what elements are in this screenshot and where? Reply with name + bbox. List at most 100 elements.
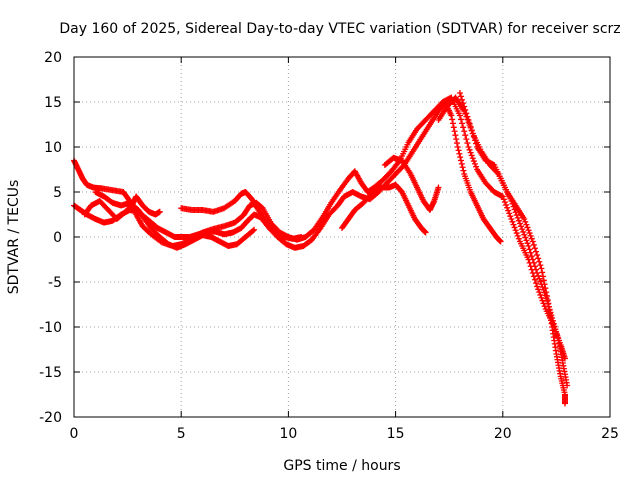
data-point-marker [461,128,468,135]
data-point-marker [461,103,468,110]
x-tick-label: 15 [387,426,405,442]
data-point-marker [522,218,529,225]
data-point-marker [545,300,552,307]
data-point-marker [529,238,536,245]
data-point-marker [499,193,506,200]
data-point-marker [534,252,541,258]
data-point-marker [545,303,552,310]
y-tick-label: 0 [53,230,62,246]
data-point-marker [520,228,527,235]
data-point-marker [519,226,526,233]
data-point-marker [511,224,518,231]
data-point-marker [460,167,467,174]
data-point-marker [521,216,528,222]
data-point-marker [533,280,540,287]
data-point-marker [528,235,535,242]
y-tick-label: -10 [39,320,62,336]
data-point-marker [538,281,545,288]
data-point-marker [515,217,522,224]
data-point-marker [542,292,549,299]
data-point-marker [512,227,519,234]
data-point-marker [536,275,543,282]
y-tick-label: 10 [44,140,62,156]
data-point-marker [553,331,560,338]
data-point-marker [250,227,257,234]
data-point-marker [551,323,558,330]
data-point-marker [531,245,538,252]
data-point-marker [548,312,555,319]
data-point-marker [554,334,561,341]
data-point-marker [533,248,540,255]
series-track-5 [92,189,258,251]
x-tick-label: 10 [279,426,297,442]
series-track-4 [178,189,305,242]
data-point-marker [516,220,523,227]
data-point-marker [473,140,479,147]
data-point-marker [535,286,542,293]
data-point-marker [467,149,474,156]
data-point-marker [513,212,520,219]
data-point-marker [537,278,544,285]
data-point-marker [534,283,541,290]
data-point-marker [503,201,510,208]
data-point-marker [531,263,538,270]
data-point-marker [459,164,466,171]
data-point-marker [534,270,541,276]
data-point-marker [538,294,545,301]
data-point-marker [460,124,467,131]
data-point-marker [529,256,536,263]
data-point-marker [470,158,477,165]
data-point-marker [465,117,472,123]
data-point-marker [463,136,470,143]
data-point-marker [470,133,477,140]
data-point-marker [459,96,466,103]
data-point-marker [507,213,514,220]
data-point-marker [524,240,531,247]
data-point-marker [564,382,571,389]
x-axis-label: GPS time / hours [283,458,400,474]
data-point-marker [506,210,513,217]
y-tick-label: -5 [48,275,62,291]
data-point-marker [541,289,548,296]
data-point-marker [535,272,542,279]
data-point-marker [522,234,529,241]
data-point-marker [531,276,538,283]
data-point-marker [468,152,475,159]
data-point-marker [464,113,471,120]
data-point-marker [456,112,463,119]
data-point-marker [527,232,534,239]
data-point-marker [546,306,553,313]
data-point-marker [500,196,507,203]
data-point-marker [515,235,522,242]
data-point-marker [530,259,537,266]
data-point-marker [466,120,473,127]
data-point-marker [553,329,560,336]
data-point-marker [469,155,476,162]
data-point-marker [549,315,556,321]
data-point-marker [462,132,469,139]
data-point-marker [561,400,568,407]
data-point-marker [526,230,533,237]
data-point-marker [462,106,469,113]
data-point-marker [457,154,464,161]
x-tick-label: 25 [601,426,619,442]
data-point-marker [156,208,163,215]
data-point-marker [518,223,525,230]
data-point-marker [539,284,546,291]
data-point-marker [525,227,532,234]
data-point-marker [530,241,537,248]
data-point-marker [455,147,462,154]
series-track-7 [381,154,442,213]
x-tick-label: 5 [177,426,186,442]
series-track-9 [456,90,571,389]
data-point-marker [524,224,531,231]
data-point-marker [471,137,478,144]
data-point-marker [510,221,517,228]
series-track-6 [339,181,429,236]
data-point-marker [508,216,515,222]
data-point-marker [536,289,543,296]
data-point-marker [459,120,466,127]
data-point-marker [509,200,516,207]
data-point-marker [473,163,479,170]
